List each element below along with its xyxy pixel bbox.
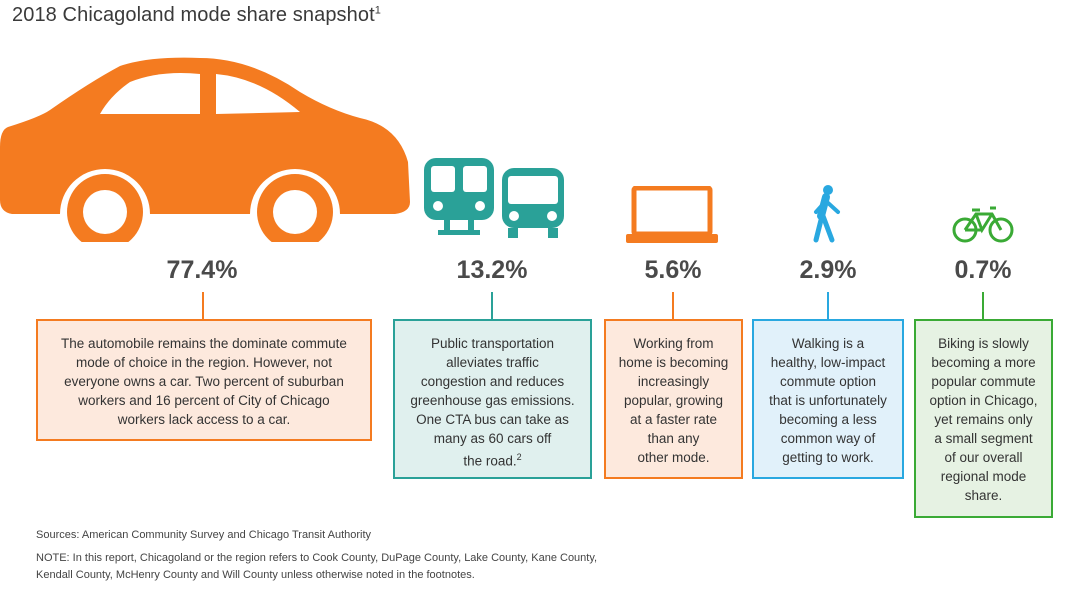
walking-person-icon xyxy=(813,185,840,243)
pct-wfh: 5.6% xyxy=(644,256,702,284)
connector-bike xyxy=(982,292,984,319)
car-icon xyxy=(0,57,410,242)
train-bus-icon xyxy=(424,158,564,238)
pct-car: 77.4% xyxy=(166,256,238,284)
desc-box-walk: Walking is a healthy, low-impact commute o… xyxy=(752,319,904,479)
connector-walk xyxy=(827,292,829,319)
sources-note: Sources: American Community Survey and C… xyxy=(36,529,372,541)
pct-transit: 13.2% xyxy=(456,256,528,284)
pct-walk: 2.9% xyxy=(799,256,857,284)
region-note: NOTE: In this report, Chicagoland or the… xyxy=(36,552,598,581)
desc-box-transit: Public transportation alleviates traffic c… xyxy=(393,319,592,479)
desc-box-bike: Biking is slowly becoming a more popular c… xyxy=(914,319,1053,518)
bicycle-icon xyxy=(952,206,1014,243)
page-title: 2018 Chicagoland mode share snapshot1 xyxy=(12,4,381,26)
connector-wfh xyxy=(672,292,674,319)
desc-box-wfh: Working from home is becoming increasingly… xyxy=(604,319,743,479)
pct-bike: 0.7% xyxy=(954,256,1012,284)
laptop-icon xyxy=(626,186,718,243)
desc-box-car: The automobile remains the dominate comm… xyxy=(36,319,372,441)
connector-car xyxy=(202,292,204,319)
connector-transit xyxy=(491,292,493,319)
